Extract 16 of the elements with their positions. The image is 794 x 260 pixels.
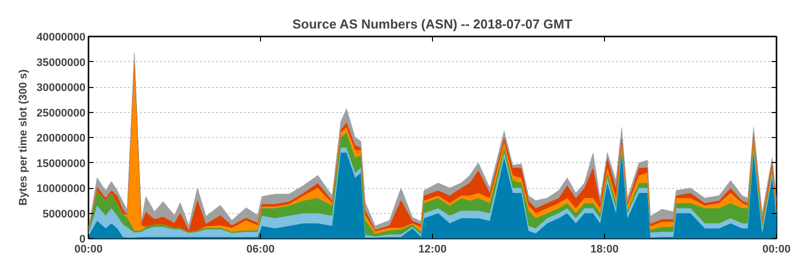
x-tick-label: 06:00	[246, 244, 275, 256]
x-tick-label: 00:00	[74, 244, 103, 256]
x-tick-label: 18:00	[590, 244, 619, 256]
y-tick-label: 40000000	[36, 32, 86, 44]
y-tick-label: 25000000	[36, 107, 86, 120]
y-tick-label: 20000000	[36, 132, 86, 144]
y-tick-label: 15000000	[36, 158, 86, 170]
y-tick-label: 0	[79, 234, 86, 246]
chart-title: Source AS Numbers (ASN) -- 2018-07-07 GMT	[292, 16, 572, 32]
y-tick-label: 10000000	[36, 183, 86, 195]
y-axis-title: Bytes per time slot (300 s)	[18, 69, 30, 206]
y-tick-label: 5000000	[42, 208, 86, 220]
y-tick-label: 35000000	[36, 56, 86, 69]
x-tick-label: 12:00	[418, 244, 447, 256]
y-tick-label: 30000000	[36, 82, 86, 94]
x-tick-label: 00:00	[762, 244, 791, 256]
